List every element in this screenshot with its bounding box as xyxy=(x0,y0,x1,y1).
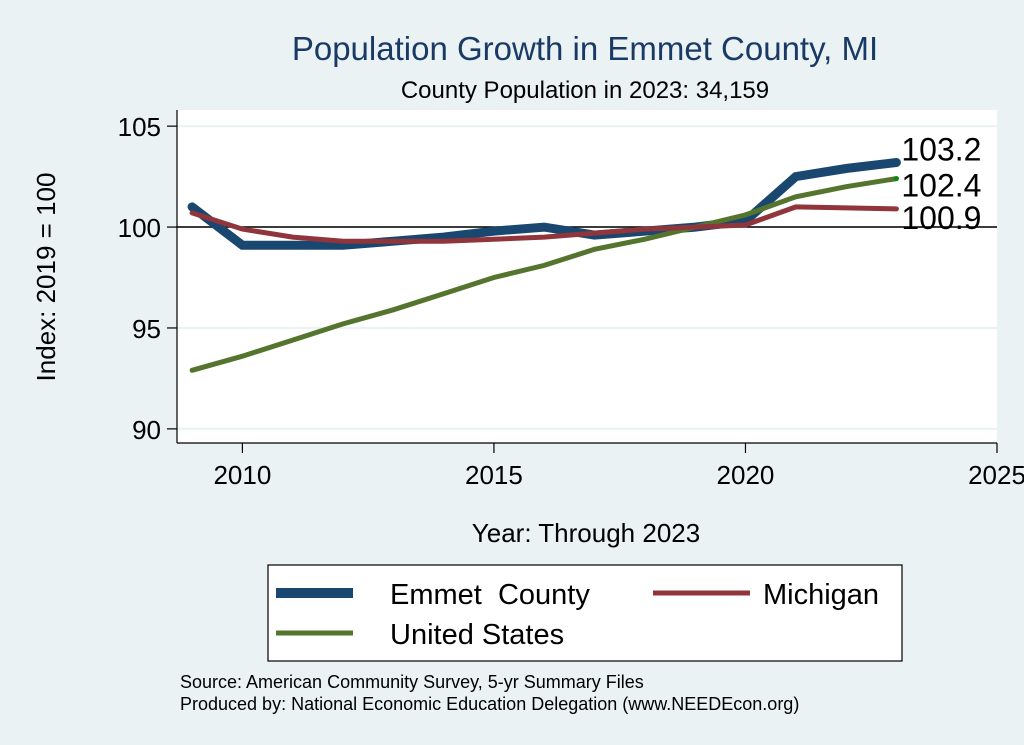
series-line-emmet-county xyxy=(187,158,901,250)
y-tick-label-90: 90 xyxy=(132,415,161,445)
series-line-michigan xyxy=(189,204,899,244)
plot-area xyxy=(177,110,997,443)
united-states-end-marker xyxy=(893,176,899,182)
y-tick-label-105: 105 xyxy=(118,112,161,142)
x-tick-label-2010: 2010 xyxy=(213,460,271,490)
end-label-michigan: 100.9 xyxy=(901,200,981,236)
source-note: Source: American Community Survey, 5-yr … xyxy=(180,672,644,692)
chart-subtitle: County Population in 2023: 34,159 xyxy=(401,77,769,104)
x-tick-label-2025: 2025 xyxy=(968,460,1024,490)
y-axis-label: Index: 2019 = 100 xyxy=(31,173,61,382)
end-label-united-states: 102.4 xyxy=(901,168,981,204)
series-line-united-states xyxy=(189,176,899,373)
x-tick-label-2020: 2020 xyxy=(717,460,775,490)
y-tick-label-100: 100 xyxy=(118,213,161,243)
legend-label-michigan: Michigan xyxy=(763,579,879,611)
legend-box xyxy=(267,564,903,662)
legend: Emmet County Michigan United States xyxy=(267,564,903,662)
legend-label-united-states: United States xyxy=(390,619,564,651)
chart-title: Population Growth in Emmet County, MI xyxy=(292,30,878,67)
legend-label-emmet-county: Emmet County xyxy=(390,579,590,611)
producer-note: Produced by: National Economic Education… xyxy=(180,694,799,714)
x-tick-label-2015: 2015 xyxy=(465,460,523,490)
x-axis-label: Year: Through 2023 xyxy=(472,518,700,548)
y-tick-label-95: 95 xyxy=(132,314,161,344)
end-label-emmet-county: 103.2 xyxy=(901,131,981,167)
